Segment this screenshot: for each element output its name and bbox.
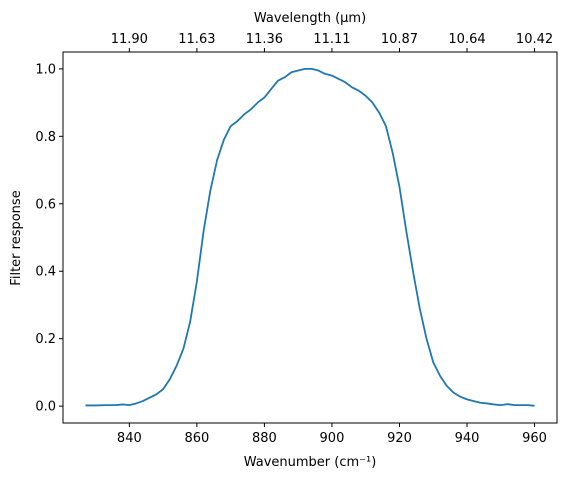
x2-tick-label: 11.11 <box>313 32 350 47</box>
x2-tick-label: 11.90 <box>111 32 148 47</box>
x2-tick-label: 10.87 <box>381 32 418 47</box>
axes-frame <box>62 51 558 424</box>
y-tick-label: 1.0 <box>35 62 56 77</box>
x2-tick-label: 10.64 <box>448 32 485 47</box>
x2-tick-label: 11.63 <box>178 32 215 47</box>
x-tick-label: 860 <box>184 431 209 446</box>
x-tick-label: 940 <box>455 431 480 446</box>
x-tick-label: 840 <box>117 431 142 446</box>
x-tick-label: 920 <box>387 431 412 446</box>
x2-axis-label: Wavelength (μm) <box>254 11 366 26</box>
y-tick-label: 0.8 <box>35 130 56 145</box>
response-line <box>85 67 535 407</box>
y-tick-label: 0.0 <box>35 400 56 415</box>
x2-tick-label: 10.42 <box>516 32 553 47</box>
x2-tick-label: 11.36 <box>246 32 283 47</box>
y-tick-label: 0.4 <box>35 265 56 280</box>
x-tick-label: 960 <box>522 431 547 446</box>
x-tick-label: 880 <box>252 431 277 446</box>
y-tick-label: 0.6 <box>35 197 56 212</box>
x-axis-label: Wavenumber (cm⁻¹) <box>244 455 377 470</box>
y-tick-label: 0.2 <box>35 332 56 347</box>
x-tick-label: 900 <box>320 431 345 446</box>
y-axis-label: Filter response <box>9 190 24 285</box>
